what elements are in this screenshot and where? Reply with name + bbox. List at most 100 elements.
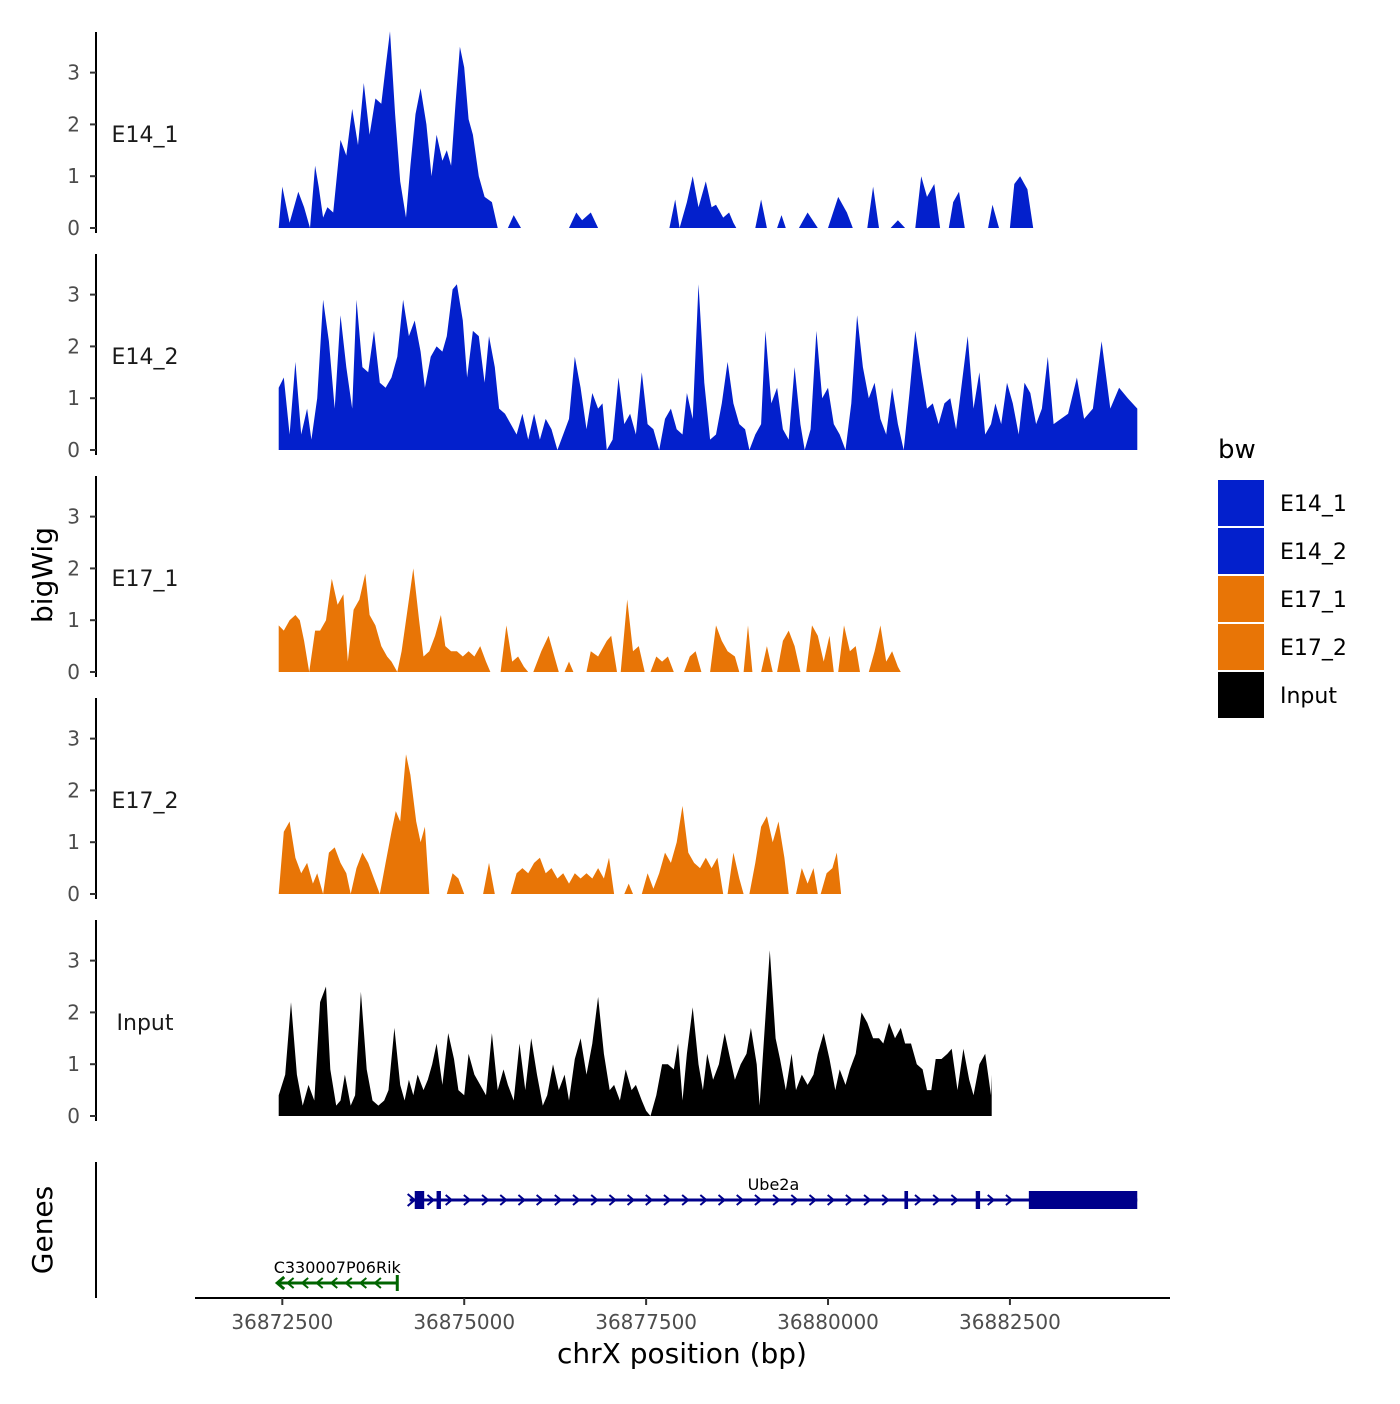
gene-exon (904, 1191, 909, 1209)
track-E17_1: 0 1 2 3 E17_1 (67, 476, 901, 684)
coverage-area (948, 191, 965, 228)
legend-swatch (1218, 528, 1264, 574)
coverage-area (533, 635, 559, 672)
y-tick-label: 2 (67, 778, 80, 802)
gene-strand-arrow (463, 1194, 472, 1206)
legend-label: Input (1280, 684, 1337, 709)
x-tick-label: 36880000 (777, 1310, 879, 1334)
genes-track: Ube2a C330007P06Rik (274, 1175, 1138, 1291)
coverage-area (828, 196, 853, 228)
gene-strand-arrow (772, 1194, 781, 1206)
track-label: E14_2 (112, 345, 179, 370)
gene-strand-arrow (845, 1194, 854, 1206)
coverage-area (777, 215, 786, 228)
gene-strand-arrow (315, 1277, 324, 1289)
coverage-area (278, 568, 491, 672)
gene-strand-arrow (717, 1194, 727, 1206)
y-tick-label: 2 (67, 556, 80, 580)
track-E14_2: 0 1 2 3 E14_2 (67, 254, 1138, 462)
coverage-area (278, 31, 498, 229)
coverage-area (749, 816, 789, 894)
gene-strand-arrow (572, 1194, 581, 1206)
legend-swatch (1218, 672, 1264, 718)
gene-strand-arrow (445, 1194, 454, 1206)
coverage-area (510, 857, 615, 894)
y-tick-label: 1 (67, 164, 80, 188)
legend-title: bw (1218, 435, 1256, 465)
gene-strand-arrow (329, 1277, 338, 1289)
legend-label: E17_1 (1280, 588, 1347, 613)
gene-strand-arrow (517, 1194, 526, 1206)
x-tick-label: 36872500 (231, 1310, 333, 1334)
track-label: E17_1 (112, 567, 179, 592)
y-tick-label: 2 (67, 112, 80, 136)
gene-strand-arrow (499, 1194, 508, 1206)
gene-strand-arrow (881, 1194, 890, 1206)
legend: bw E14_1 E14_2 E17_1 E17_2 Input (1218, 435, 1347, 718)
coverage-area (641, 805, 724, 894)
gene-C330007P06Rik: C330007P06Rik (274, 1258, 402, 1291)
coverage-area (278, 950, 992, 1116)
gene-strand-arrow (863, 1194, 872, 1206)
gene-strand-arrow (699, 1194, 708, 1206)
legend-label: E14_1 (1280, 492, 1347, 517)
gene-strand-arrow (790, 1194, 799, 1206)
gene-name-label: Ube2a (748, 1175, 800, 1194)
coverage-area (278, 284, 1138, 450)
gene-strand-arrow (590, 1194, 599, 1206)
y-tick-label: 1 (67, 608, 80, 632)
coverage-area (564, 661, 574, 672)
legend-label: E17_2 (1280, 636, 1347, 661)
coverage-area (446, 873, 465, 894)
gene-strand-arrow (645, 1194, 654, 1206)
coverage-area (806, 625, 834, 672)
gene-strand-arrow (950, 1194, 959, 1206)
y-tick-label: 1 (67, 386, 80, 410)
coverage-area (507, 215, 521, 228)
coverage-area (669, 176, 737, 228)
y-tick-label: 3 (67, 505, 80, 529)
coverage-area (838, 625, 860, 672)
gene-strand-arrow (626, 1194, 636, 1206)
track-label: E14_1 (112, 123, 179, 148)
gene-exon (414, 1191, 425, 1209)
y-tick-label: 3 (67, 727, 80, 751)
coverage-area (777, 630, 801, 672)
gene-strand-arrow (286, 1277, 295, 1289)
gene-strand-arrow (1005, 1194, 1014, 1206)
coverage-area (915, 176, 941, 228)
gene-strand-arrow (358, 1277, 367, 1289)
y-tick-label: 1 (67, 830, 80, 854)
legend-swatch (1218, 576, 1264, 622)
y-tick-label: 2 (67, 1000, 80, 1024)
coverage-area (1009, 176, 1034, 228)
coverage-area (278, 754, 430, 894)
x-axis-title: chrX position (bp) (557, 1337, 807, 1370)
y-tick-label: 0 (67, 438, 80, 462)
legend-swatch (1218, 480, 1264, 526)
gene-strand-arrow (987, 1194, 996, 1206)
y-axis-title: bigWig (26, 527, 59, 623)
coverage-area (820, 852, 842, 894)
coverage-area (727, 852, 744, 894)
y-tick-label: 1 (67, 1052, 80, 1076)
gene-strand-arrow (914, 1194, 923, 1206)
x-tick-label: 36877500 (595, 1310, 697, 1334)
gene-strand-arrow (827, 1194, 836, 1206)
x-tick-label: 36882500 (959, 1310, 1061, 1334)
y-tick-label: 2 (67, 334, 80, 358)
gene-exon (975, 1191, 981, 1209)
coverage-area (650, 656, 674, 672)
y-tick-label: 0 (67, 882, 80, 906)
coverage-area (569, 212, 599, 228)
coverage-area (755, 199, 767, 228)
coverage-area (483, 862, 495, 894)
y-tick-label: 0 (67, 1104, 80, 1128)
coverage-area (798, 212, 818, 228)
y-tick-label: 3 (67, 61, 80, 85)
gene-strand-arrow (535, 1194, 545, 1206)
legend-swatch (1218, 624, 1264, 670)
track-label: E17_2 (112, 789, 179, 814)
